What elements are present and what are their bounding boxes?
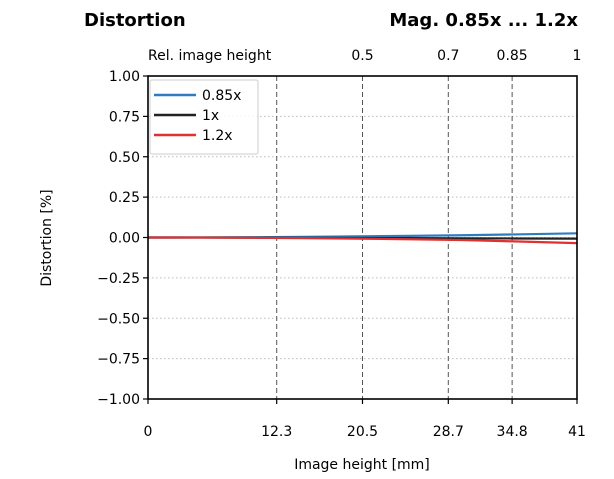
y-tick-label: 0.25 [109,190,140,206]
legend-label: 1.2x [202,128,233,144]
header-right-title: Mag. 0.85x ... 1.2x [389,10,578,31]
legend-label: 0.85x [202,88,241,104]
top-tick-label: 0.7 [437,48,459,64]
x-tick-label: 12.3 [261,424,292,440]
y-tick-label: 1.00 [109,69,140,85]
y-tick-label: −0.50 [97,311,140,327]
y-tick-label: −0.75 [97,352,140,368]
top-tick-label: 1 [573,48,582,64]
y-axis-label: Distortion [%] [39,189,55,286]
x-tick-label: 20.5 [347,424,378,440]
x-axis-label: Image height [mm] [294,457,430,473]
x-axis-ticks: 0 12.3 20.5 28.7 34.8 41 [144,399,586,440]
x-tick-label: 28.7 [433,424,464,440]
y-tick-label: 0.50 [109,150,140,166]
y-tick-label: 0.75 [109,109,140,125]
header-left-title: Distortion [84,10,186,31]
top-axis-label: Rel. image height [148,48,272,64]
x-tick-label: 0 [144,424,153,440]
top-tick-label: 0.85 [497,48,528,64]
legend-label: 1x [202,108,219,124]
series-line-1.2x [147,236,578,245]
top-tick-label: 0.5 [351,48,373,64]
y-tick-label: 0.00 [109,231,140,247]
y-tick-label: −1.00 [97,392,140,408]
y-tick-label: −0.25 [97,271,140,287]
series-lines [147,232,578,245]
legend: 0.85x 1x 1.2x [149,79,259,155]
x-tick-label: 34.8 [497,424,528,440]
top-axis-ticks: 0.5 0.7 0.85 1 [351,48,581,64]
x-tick-label: 41 [568,424,586,440]
y-axis-ticks: 1.00 0.75 0.50 0.25 0.00 −0.25 −0.50 −0.75 −1.00 [97,69,148,408]
